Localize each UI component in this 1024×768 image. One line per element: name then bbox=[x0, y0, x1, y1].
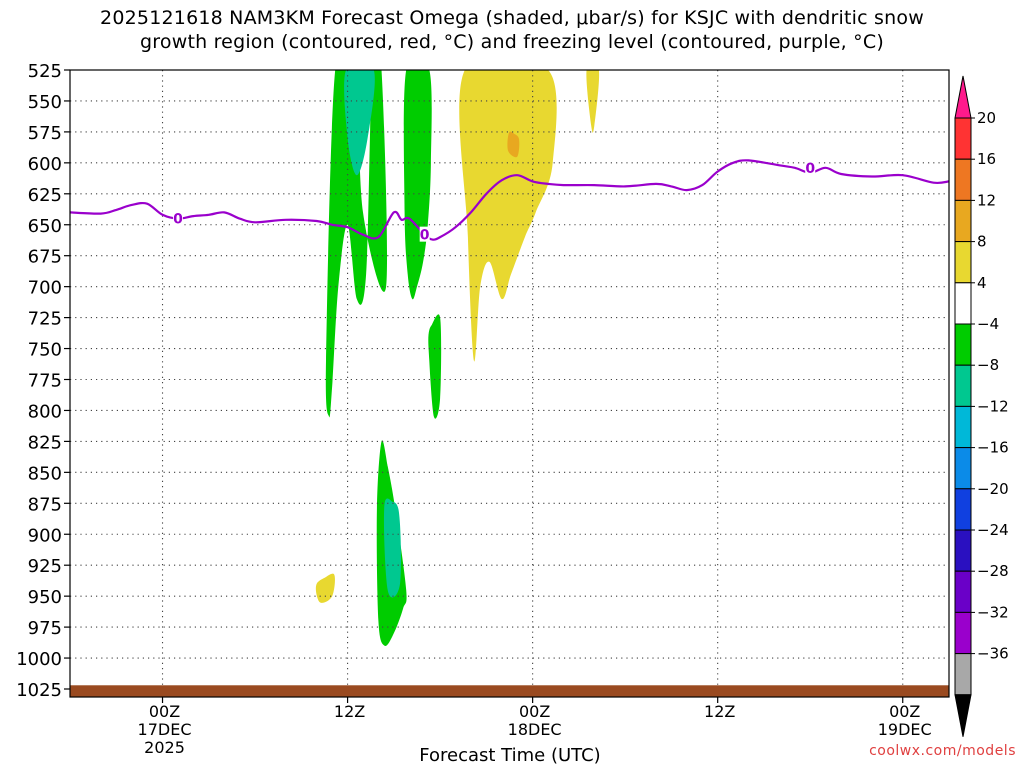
y-tick-label: 775 bbox=[28, 371, 62, 392]
omega-region-5 bbox=[383, 498, 401, 598]
x-axis-title: Forecast Time (UTC) bbox=[419, 745, 601, 766]
y-tick-label: 575 bbox=[28, 123, 62, 144]
x-tick-label: 18DEC bbox=[508, 720, 562, 739]
x-tick-label: 00Z bbox=[889, 702, 920, 721]
y-tick-label: 750 bbox=[28, 340, 62, 361]
x-tick-label: 12Z bbox=[334, 702, 365, 721]
colorbar-label: −24 bbox=[977, 521, 1009, 539]
colorbar-segment bbox=[954, 488, 972, 531]
y-tick-label: 600 bbox=[28, 154, 62, 175]
colorbar: 20 16 12 8 4 −4 −8 −12 −16 −20 −24 −28 −32 −36 bbox=[954, 75, 1009, 737]
title-line-1: 2025121618 NAM3KM Forecast Omega (shaded… bbox=[100, 7, 924, 29]
y-tick-label: 700 bbox=[28, 278, 62, 299]
x-tick-label: 00Z bbox=[519, 702, 550, 721]
omega-region-0 bbox=[325, 70, 388, 418]
freezing-level-label: 0 bbox=[173, 212, 183, 228]
colorbar-label: 16 bbox=[977, 150, 996, 168]
omega-region-9 bbox=[315, 573, 335, 603]
colorbar-segment bbox=[954, 241, 972, 284]
y-tick-label: 675 bbox=[28, 247, 62, 268]
y-tick-label: 725 bbox=[28, 309, 62, 330]
terrain-layer bbox=[70, 685, 949, 697]
colorbar-segment bbox=[954, 570, 972, 613]
y-tick-label: 625 bbox=[28, 185, 62, 206]
x-tick-label: 12Z bbox=[704, 702, 735, 721]
y-axis: 525 550 575 600 625 650 675 700 725 750 775 800 825 8… bbox=[16, 61, 70, 701]
x-tick-label: 00Z bbox=[149, 702, 180, 721]
omega-region-2 bbox=[428, 314, 442, 419]
y-tick-label: 975 bbox=[28, 618, 62, 639]
colorbar-label: −28 bbox=[977, 562, 1009, 580]
freezing-level-line bbox=[70, 159, 949, 241]
colorbar-segment bbox=[954, 653, 972, 696]
title-line-2: growth region (contoured, red, °C) and f… bbox=[140, 31, 884, 53]
colorbar-label: −12 bbox=[977, 397, 1009, 415]
y-tick-label: 1025 bbox=[16, 680, 62, 701]
y-tick-label: 875 bbox=[28, 494, 62, 515]
chart-title: 2025121618 NAM3KM Forecast Omega (shaded… bbox=[0, 6, 1024, 54]
colorbar-label: 20 bbox=[977, 109, 996, 127]
colorbar-segment bbox=[954, 529, 972, 572]
y-tick-label: 825 bbox=[28, 432, 62, 453]
freezing-level-label: 0 bbox=[805, 161, 815, 177]
colorbar-segment bbox=[954, 323, 972, 366]
colorbar-label: 4 bbox=[977, 274, 987, 292]
omega-region-8 bbox=[586, 70, 600, 133]
colorbar-bottom-arrow bbox=[954, 694, 972, 737]
y-tick-label: 950 bbox=[28, 587, 62, 608]
x-tick-label: 17DEC bbox=[138, 720, 192, 739]
colorbar-segment bbox=[954, 405, 972, 449]
freezing-label-bg bbox=[419, 226, 430, 242]
freezing-level-label: 0 bbox=[420, 228, 430, 244]
colorbar-segment bbox=[954, 282, 972, 325]
terrain-fill bbox=[70, 685, 949, 697]
y-tick-label: 800 bbox=[28, 401, 62, 422]
colorbar-segment bbox=[954, 364, 972, 407]
colorbar-label: 8 bbox=[977, 233, 987, 251]
y-tick-label: 650 bbox=[28, 216, 62, 237]
colorbar-top-arrow bbox=[954, 75, 972, 119]
colorbar-label: −8 bbox=[977, 356, 999, 374]
colorbar-segment bbox=[954, 158, 972, 201]
freezing-label-bg bbox=[805, 159, 816, 175]
colorbar-label: −36 bbox=[977, 645, 1009, 663]
colorbar-label: −32 bbox=[977, 603, 1009, 621]
y-tick-label: 850 bbox=[28, 463, 62, 484]
colorbar-label: −4 bbox=[977, 315, 999, 333]
y-tick-label: 1000 bbox=[16, 649, 62, 670]
colorbar-label: −20 bbox=[977, 480, 1009, 498]
y-tick-label: 900 bbox=[28, 525, 62, 546]
omega-region-3 bbox=[344, 70, 375, 176]
grid-layer bbox=[70, 70, 949, 697]
y-tick-label: 925 bbox=[28, 556, 62, 577]
y-tick-label: 550 bbox=[28, 92, 62, 113]
plot-frame bbox=[69, 69, 950, 698]
y-tick-label: 525 bbox=[28, 61, 62, 82]
colorbar-segment bbox=[954, 611, 972, 655]
freezing-level-layer: 0 0 0 bbox=[70, 159, 949, 244]
omega-region-1 bbox=[403, 70, 432, 300]
colorbar-segment bbox=[954, 117, 972, 160]
colorbar-segment bbox=[954, 199, 972, 243]
colorbar-segment bbox=[954, 447, 972, 490]
omega-region-7 bbox=[507, 131, 520, 158]
colorbar-label: 12 bbox=[977, 191, 996, 209]
x-tick-label: 2025 bbox=[144, 738, 185, 757]
colorbar-label: −16 bbox=[977, 439, 1009, 457]
x-tick-label: 19DEC bbox=[878, 720, 932, 739]
credit-link[interactable]: coolwx.com/models bbox=[869, 743, 1016, 759]
freezing-label-bg bbox=[172, 210, 183, 226]
omega-shading-layer bbox=[315, 70, 600, 647]
